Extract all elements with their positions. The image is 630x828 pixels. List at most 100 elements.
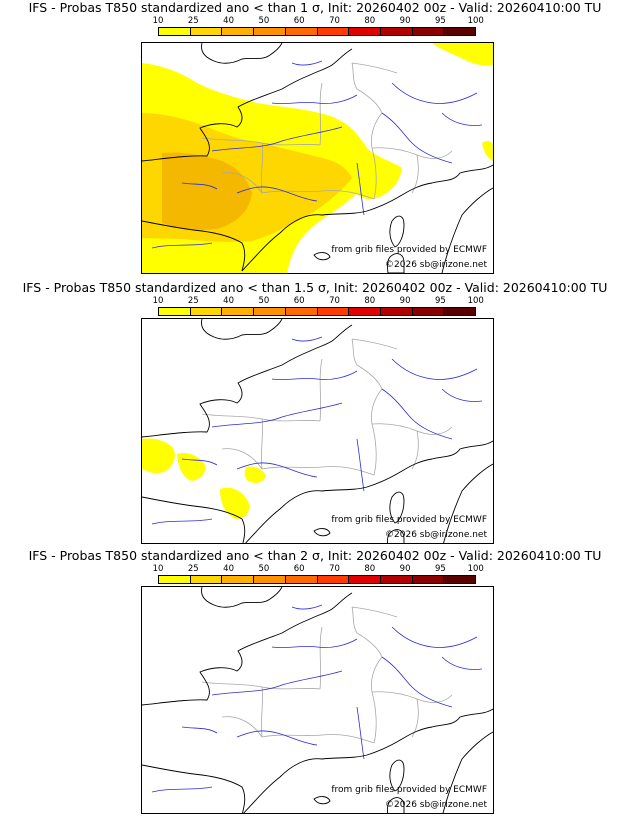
colorbar bbox=[158, 27, 476, 36]
river bbox=[441, 656, 483, 670]
coastline bbox=[245, 440, 493, 543]
probability-area bbox=[432, 43, 493, 66]
country-border bbox=[201, 681, 321, 690]
colorbar-tick-label: 40 bbox=[223, 564, 235, 574]
river bbox=[391, 626, 478, 648]
country-border bbox=[319, 82, 323, 146]
colorbar-segment bbox=[444, 576, 476, 583]
river bbox=[391, 82, 478, 104]
colorbar-segment bbox=[444, 308, 476, 315]
country-border bbox=[411, 430, 419, 470]
country-border bbox=[371, 656, 383, 744]
river bbox=[181, 726, 218, 734]
river bbox=[181, 458, 218, 466]
colorbar-tick-label: 40 bbox=[223, 296, 235, 306]
river bbox=[271, 94, 358, 104]
colorbar-tick-label: 95 bbox=[434, 16, 446, 26]
coastline bbox=[243, 708, 493, 813]
coastline bbox=[142, 592, 353, 706]
colorbar-tick-label: 80 bbox=[364, 16, 376, 26]
coastline bbox=[201, 587, 283, 608]
colorbar-labels: 10 25 40 50 60 70 80 90 95 100 bbox=[150, 564, 490, 574]
coastline bbox=[443, 463, 493, 543]
country-border bbox=[351, 606, 398, 618]
country-border bbox=[371, 423, 453, 435]
country-border bbox=[201, 413, 321, 422]
colorbar-segment bbox=[285, 308, 318, 315]
colorbar-segment bbox=[412, 28, 445, 35]
colorbar-tick-label: 10 bbox=[152, 16, 164, 26]
country-border bbox=[319, 358, 323, 422]
island-outline bbox=[389, 491, 405, 524]
source-credit: from grib files provided by ECMWF bbox=[331, 245, 487, 255]
country-border bbox=[411, 698, 419, 738]
river bbox=[211, 670, 343, 696]
coastline bbox=[142, 48, 353, 162]
country-border bbox=[261, 142, 263, 194]
colorbar-tick-label: 100 bbox=[467, 16, 484, 26]
colorbar-segment bbox=[190, 576, 223, 583]
colorbar-tick-label: 100 bbox=[467, 296, 484, 306]
island-outline bbox=[389, 215, 405, 248]
probability-area bbox=[162, 152, 252, 230]
colorbar-segment bbox=[444, 28, 476, 35]
river bbox=[441, 112, 483, 126]
probability-map: from grib files provided by ECMWF ©2026 … bbox=[141, 42, 494, 274]
country-border bbox=[351, 338, 383, 390]
colorbar-segment bbox=[349, 308, 381, 315]
colorbar-tick-label: 60 bbox=[293, 296, 305, 306]
colorbar-segment bbox=[412, 576, 445, 583]
colorbar-tick-label: 50 bbox=[258, 564, 270, 574]
coastline bbox=[441, 187, 493, 273]
colorbar-segment bbox=[317, 308, 350, 315]
colorbar-segment bbox=[349, 28, 381, 35]
map-svg bbox=[142, 587, 493, 813]
colorbar-tick-label: 80 bbox=[364, 296, 376, 306]
river bbox=[381, 656, 453, 708]
colorbar-tick-label: 90 bbox=[399, 564, 411, 574]
country-border bbox=[351, 62, 383, 114]
country-border bbox=[261, 418, 263, 470]
country-border bbox=[371, 388, 383, 476]
colorbar-tick-label: 90 bbox=[399, 296, 411, 306]
country-border bbox=[261, 466, 375, 476]
colorbar-tick-label: 25 bbox=[187, 564, 199, 574]
river bbox=[391, 358, 478, 380]
colorbar-segment bbox=[254, 576, 286, 583]
probability-map: from grib files provided by ECMWF ©2026 … bbox=[141, 586, 494, 814]
copyright-credit: ©2026 sb@irizone.net bbox=[385, 260, 487, 270]
colorbar-labels: 10 25 40 50 60 70 80 90 95 100 bbox=[150, 16, 490, 26]
country-border bbox=[261, 734, 375, 744]
country-border bbox=[371, 691, 453, 703]
colorbar-tick-label: 60 bbox=[293, 564, 305, 574]
country-border bbox=[351, 606, 383, 658]
colorbar-tick-label: 40 bbox=[223, 16, 235, 26]
probability-area bbox=[177, 453, 206, 481]
river bbox=[211, 126, 343, 152]
coastline bbox=[142, 324, 353, 438]
country-border bbox=[319, 626, 323, 690]
colorbar-segment bbox=[159, 576, 191, 583]
colorbar bbox=[158, 307, 476, 316]
river bbox=[236, 730, 318, 746]
river bbox=[151, 518, 213, 525]
colorbar-tick-label: 70 bbox=[329, 296, 340, 306]
colorbar-segment bbox=[159, 28, 191, 35]
colorbar-segment bbox=[254, 308, 286, 315]
island-outline bbox=[389, 759, 405, 792]
river bbox=[151, 242, 213, 249]
country-border bbox=[221, 448, 263, 470]
island-outline bbox=[386, 797, 405, 813]
colorbar-segment bbox=[380, 28, 413, 35]
river bbox=[291, 336, 323, 342]
colorbar-segment bbox=[349, 576, 381, 583]
map-svg bbox=[142, 43, 493, 273]
country-border bbox=[371, 147, 453, 159]
panel-title: IFS - Probas T850 standardized ano < tha… bbox=[28, 0, 602, 15]
colorbar-segment bbox=[222, 576, 255, 583]
panel-title: IFS - Probas T850 standardized ano < tha… bbox=[28, 548, 602, 563]
colorbar-tick-label: 90 bbox=[399, 16, 411, 26]
colorbar-tick-label: 70 bbox=[329, 16, 340, 26]
country-border bbox=[261, 686, 263, 738]
panel-title: IFS - Probas T850 standardized ano < tha… bbox=[22, 280, 608, 295]
